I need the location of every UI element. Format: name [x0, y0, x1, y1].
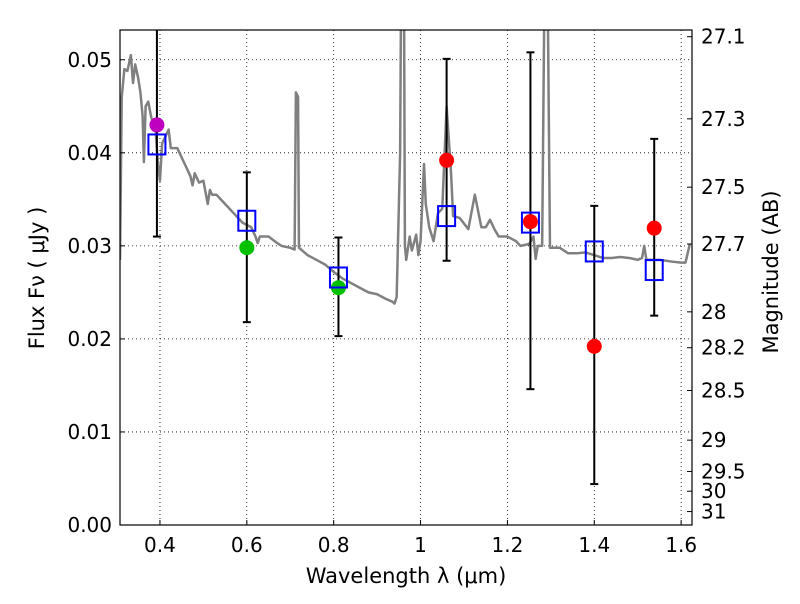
y-axis-label: Flux Fν ( μJy ): [25, 207, 49, 350]
y-tick-label: 0.01: [67, 420, 112, 444]
x-tick-label: 0.8: [318, 533, 350, 557]
spectrum-layer: [120, 30, 692, 305]
grid: [120, 30, 692, 526]
y2-tick-label: 27.1: [701, 25, 746, 49]
x-tick-label: 1.4: [578, 533, 610, 557]
y-tick-label: 0.03: [67, 234, 112, 258]
photometry-point: [586, 338, 602, 354]
y2-tick-label: 28.5: [701, 379, 746, 403]
y2-axis-label: Magnitude (AB): [759, 190, 783, 353]
observations-layer: [147, 30, 664, 486]
model-flux-square: [237, 209, 257, 232]
y2-tick-label: 28.2: [701, 336, 746, 360]
model-flux-square: [520, 211, 540, 234]
x-tick-label: 1: [414, 533, 427, 557]
model-flux-square: [584, 240, 604, 263]
x-tick-label: 0.6: [231, 533, 263, 557]
model-flux-square: [328, 266, 348, 289]
y2-tick-label: 27.7: [701, 232, 746, 256]
model-flux-square: [644, 259, 664, 282]
y-tick-label: 0.00: [67, 513, 112, 537]
photometry-point: [239, 240, 255, 256]
x-tick-label: 0.4: [144, 533, 176, 557]
y2-tick-label: 29.5: [701, 459, 746, 483]
y2-tick-label: 30: [701, 479, 726, 503]
ticks: 0.4 0.6 0.8 1 1.2 1.4 1.6 0.00 0.01 0.02 0.03 0.04 0…: [67, 25, 745, 557]
y2-tick-label: 29: [701, 428, 726, 452]
y2-tick-label: 27.5: [701, 175, 746, 199]
y-tick-label: 0.05: [67, 48, 112, 72]
x-axis-label: Wavelength λ (μm): [306, 564, 507, 588]
plot-frame: [119, 29, 693, 526]
y-tick-label: 0.02: [67, 327, 112, 351]
photometry-point: [646, 220, 662, 236]
y2-tick-label: 28: [701, 300, 726, 324]
photometry-point: [149, 117, 165, 133]
photometry-point: [439, 152, 455, 168]
x-tick-label: 1.6: [665, 533, 697, 557]
y2-tick-label: 27.3: [701, 107, 746, 131]
model-flux-square: [437, 205, 457, 228]
y2-tick-label: 31: [701, 500, 726, 524]
x-tick-label: 1.2: [492, 533, 524, 557]
y-tick-label: 0.04: [67, 141, 112, 165]
photometry-point: [522, 214, 538, 230]
model-flux-square: [147, 133, 167, 156]
spectrum-line: [120, 30, 692, 305]
